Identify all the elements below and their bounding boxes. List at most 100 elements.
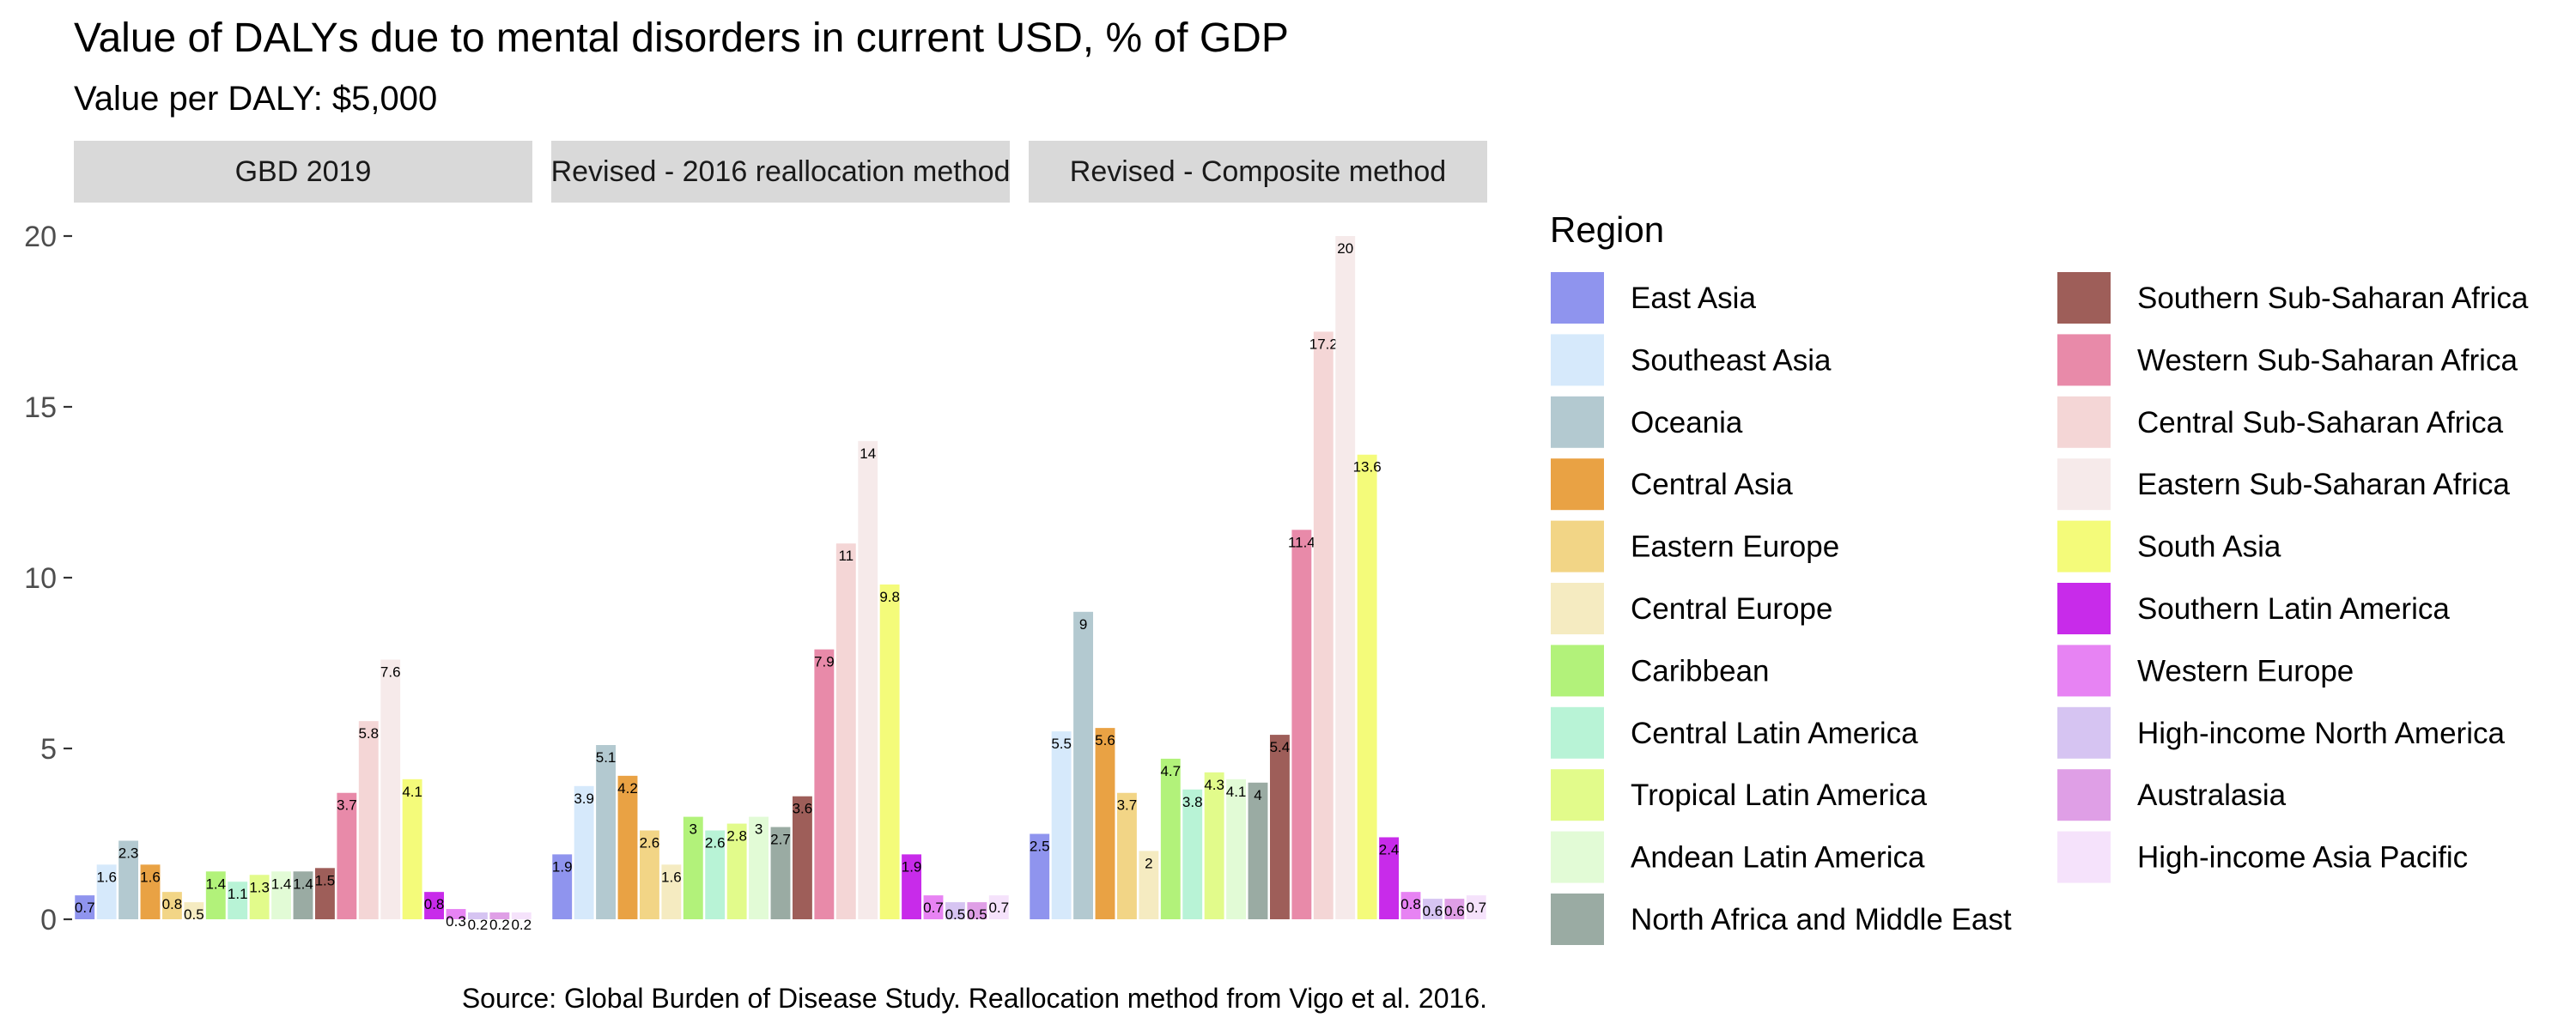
bar xyxy=(639,830,659,919)
bar-value-label: 0.5 xyxy=(184,906,204,923)
bar-value-label: 0.5 xyxy=(967,906,987,923)
bar xyxy=(1095,728,1115,919)
bar-value-label: 1.3 xyxy=(249,879,270,895)
bar-value-label: 0.8 xyxy=(1400,896,1421,912)
bar-value-label: 2.4 xyxy=(1379,841,1400,857)
legend-title: Region xyxy=(1550,209,1664,250)
legend-item: Southern Latin America xyxy=(2056,581,2450,636)
bar-value-label: 0.3 xyxy=(446,913,466,930)
legend-key xyxy=(2056,829,2112,885)
bar-value-label: 5.1 xyxy=(596,749,617,766)
legend-label: Central Sub-Saharan Africa xyxy=(2137,406,2504,439)
bar-value-label: 0.7 xyxy=(1466,900,1486,916)
legend-item: Central Europe xyxy=(1549,581,1832,636)
legend-item: Southeast Asia xyxy=(1549,332,1832,388)
legend-label: Central Asia xyxy=(1631,468,1793,501)
bar-value-label: 20 xyxy=(1337,240,1353,257)
bar xyxy=(596,745,617,919)
bar-value-label: 11 xyxy=(838,548,854,564)
legend-item: Western Europe xyxy=(2056,643,2354,699)
bar xyxy=(835,543,856,919)
legend-key xyxy=(2056,332,2112,388)
bar xyxy=(770,827,791,919)
bar-value-label: 2.8 xyxy=(726,828,747,845)
bar xyxy=(380,659,401,919)
legend-item: Oceania xyxy=(1549,394,1743,450)
bar-value-label: 5.6 xyxy=(1095,732,1115,748)
legend-label: South Asia xyxy=(2137,530,2281,564)
legend-key xyxy=(1549,767,1606,823)
bar xyxy=(1335,236,1356,919)
bar xyxy=(552,854,573,919)
bar-value-label: 17.2 xyxy=(1309,336,1338,352)
bar xyxy=(1116,792,1137,919)
legend-label: Andean Latin America xyxy=(1631,841,1925,875)
bar xyxy=(1269,735,1290,919)
legend-item: East Asia xyxy=(1549,270,1756,325)
y-axis: 0 5 10 15 20 xyxy=(24,221,72,936)
bar-value-label: 1.9 xyxy=(902,858,922,875)
bar xyxy=(617,775,638,919)
bar xyxy=(1357,454,1377,919)
legend-key xyxy=(2056,270,2112,325)
legend-item: Andean Latin America xyxy=(1549,829,1925,885)
legend-label: Western Europe xyxy=(2137,654,2354,688)
bar-value-label: 1.6 xyxy=(140,869,161,885)
bar-value-label: 0.2 xyxy=(489,917,510,933)
bar-value-label: 2.5 xyxy=(1030,839,1050,855)
bar-value-label: 2.6 xyxy=(640,835,660,851)
legend-label: Caribbean xyxy=(1631,654,1770,688)
legend-item: Caribbean xyxy=(1549,643,1770,699)
legend-key xyxy=(2056,457,2112,512)
bar-value-label: 2.7 xyxy=(770,832,791,848)
bar xyxy=(228,882,248,919)
bar xyxy=(988,895,1009,919)
legend-item: Southern Sub-Saharan Africa xyxy=(2056,270,2529,325)
bar-value-label: 3.9 xyxy=(574,791,594,807)
bar-value-label: 0.7 xyxy=(75,900,95,916)
legend-key xyxy=(1549,457,1606,512)
bar xyxy=(683,816,703,919)
facet-strip xyxy=(74,141,532,203)
bar-value-label: 3 xyxy=(755,821,762,838)
legend-label: Western Sub-Saharan Africa xyxy=(2137,343,2518,377)
legend-item: North Africa and Middle East xyxy=(1549,892,2012,947)
legend-key xyxy=(2056,643,2112,699)
legend-label: Southern Sub-Saharan Africa xyxy=(2137,282,2529,315)
facet-panel: Revised - 2016 reallocation method 1.9 3.9… xyxy=(551,141,1010,923)
bar-value-label: 1.4 xyxy=(205,876,226,892)
legend-key xyxy=(1549,643,1606,699)
bar-value-label: 7.9 xyxy=(814,654,835,670)
legend-label: Tropical Latin America xyxy=(1631,779,1927,812)
bar xyxy=(358,721,379,919)
bar-value-label: 0.2 xyxy=(511,917,532,933)
legend-item: Central Latin America xyxy=(1549,705,1918,760)
bar-value-label: 0.8 xyxy=(424,896,445,912)
bar xyxy=(1160,758,1181,919)
legend-key xyxy=(1549,518,1606,574)
legend-key xyxy=(1549,332,1606,388)
bar xyxy=(293,871,313,919)
bar-value-label: 4.2 xyxy=(617,780,638,797)
bar-value-label: 1.6 xyxy=(96,869,117,885)
y-tick-label: 15 xyxy=(24,391,57,424)
y-tick-label: 10 xyxy=(24,562,57,595)
bar xyxy=(923,895,944,919)
bar-value-label: 9.8 xyxy=(879,589,900,605)
bar xyxy=(967,902,987,919)
bar xyxy=(1204,772,1224,919)
bar xyxy=(249,875,270,919)
legend-item: Central Asia xyxy=(1549,457,1793,512)
bar-value-label: 2.3 xyxy=(118,845,139,861)
bar xyxy=(945,902,965,919)
bar xyxy=(140,864,161,919)
bar-value-label: 0.2 xyxy=(468,917,489,933)
bar-value-label: 0.6 xyxy=(1423,903,1443,919)
bar xyxy=(446,909,466,919)
bar-value-label: 1.4 xyxy=(271,876,292,892)
legend-label: Eastern Europe xyxy=(1631,530,1839,564)
bar xyxy=(184,902,204,919)
bar-value-label: 0.5 xyxy=(945,906,966,923)
legend-item: High-income Asia Pacific xyxy=(2056,829,2468,885)
